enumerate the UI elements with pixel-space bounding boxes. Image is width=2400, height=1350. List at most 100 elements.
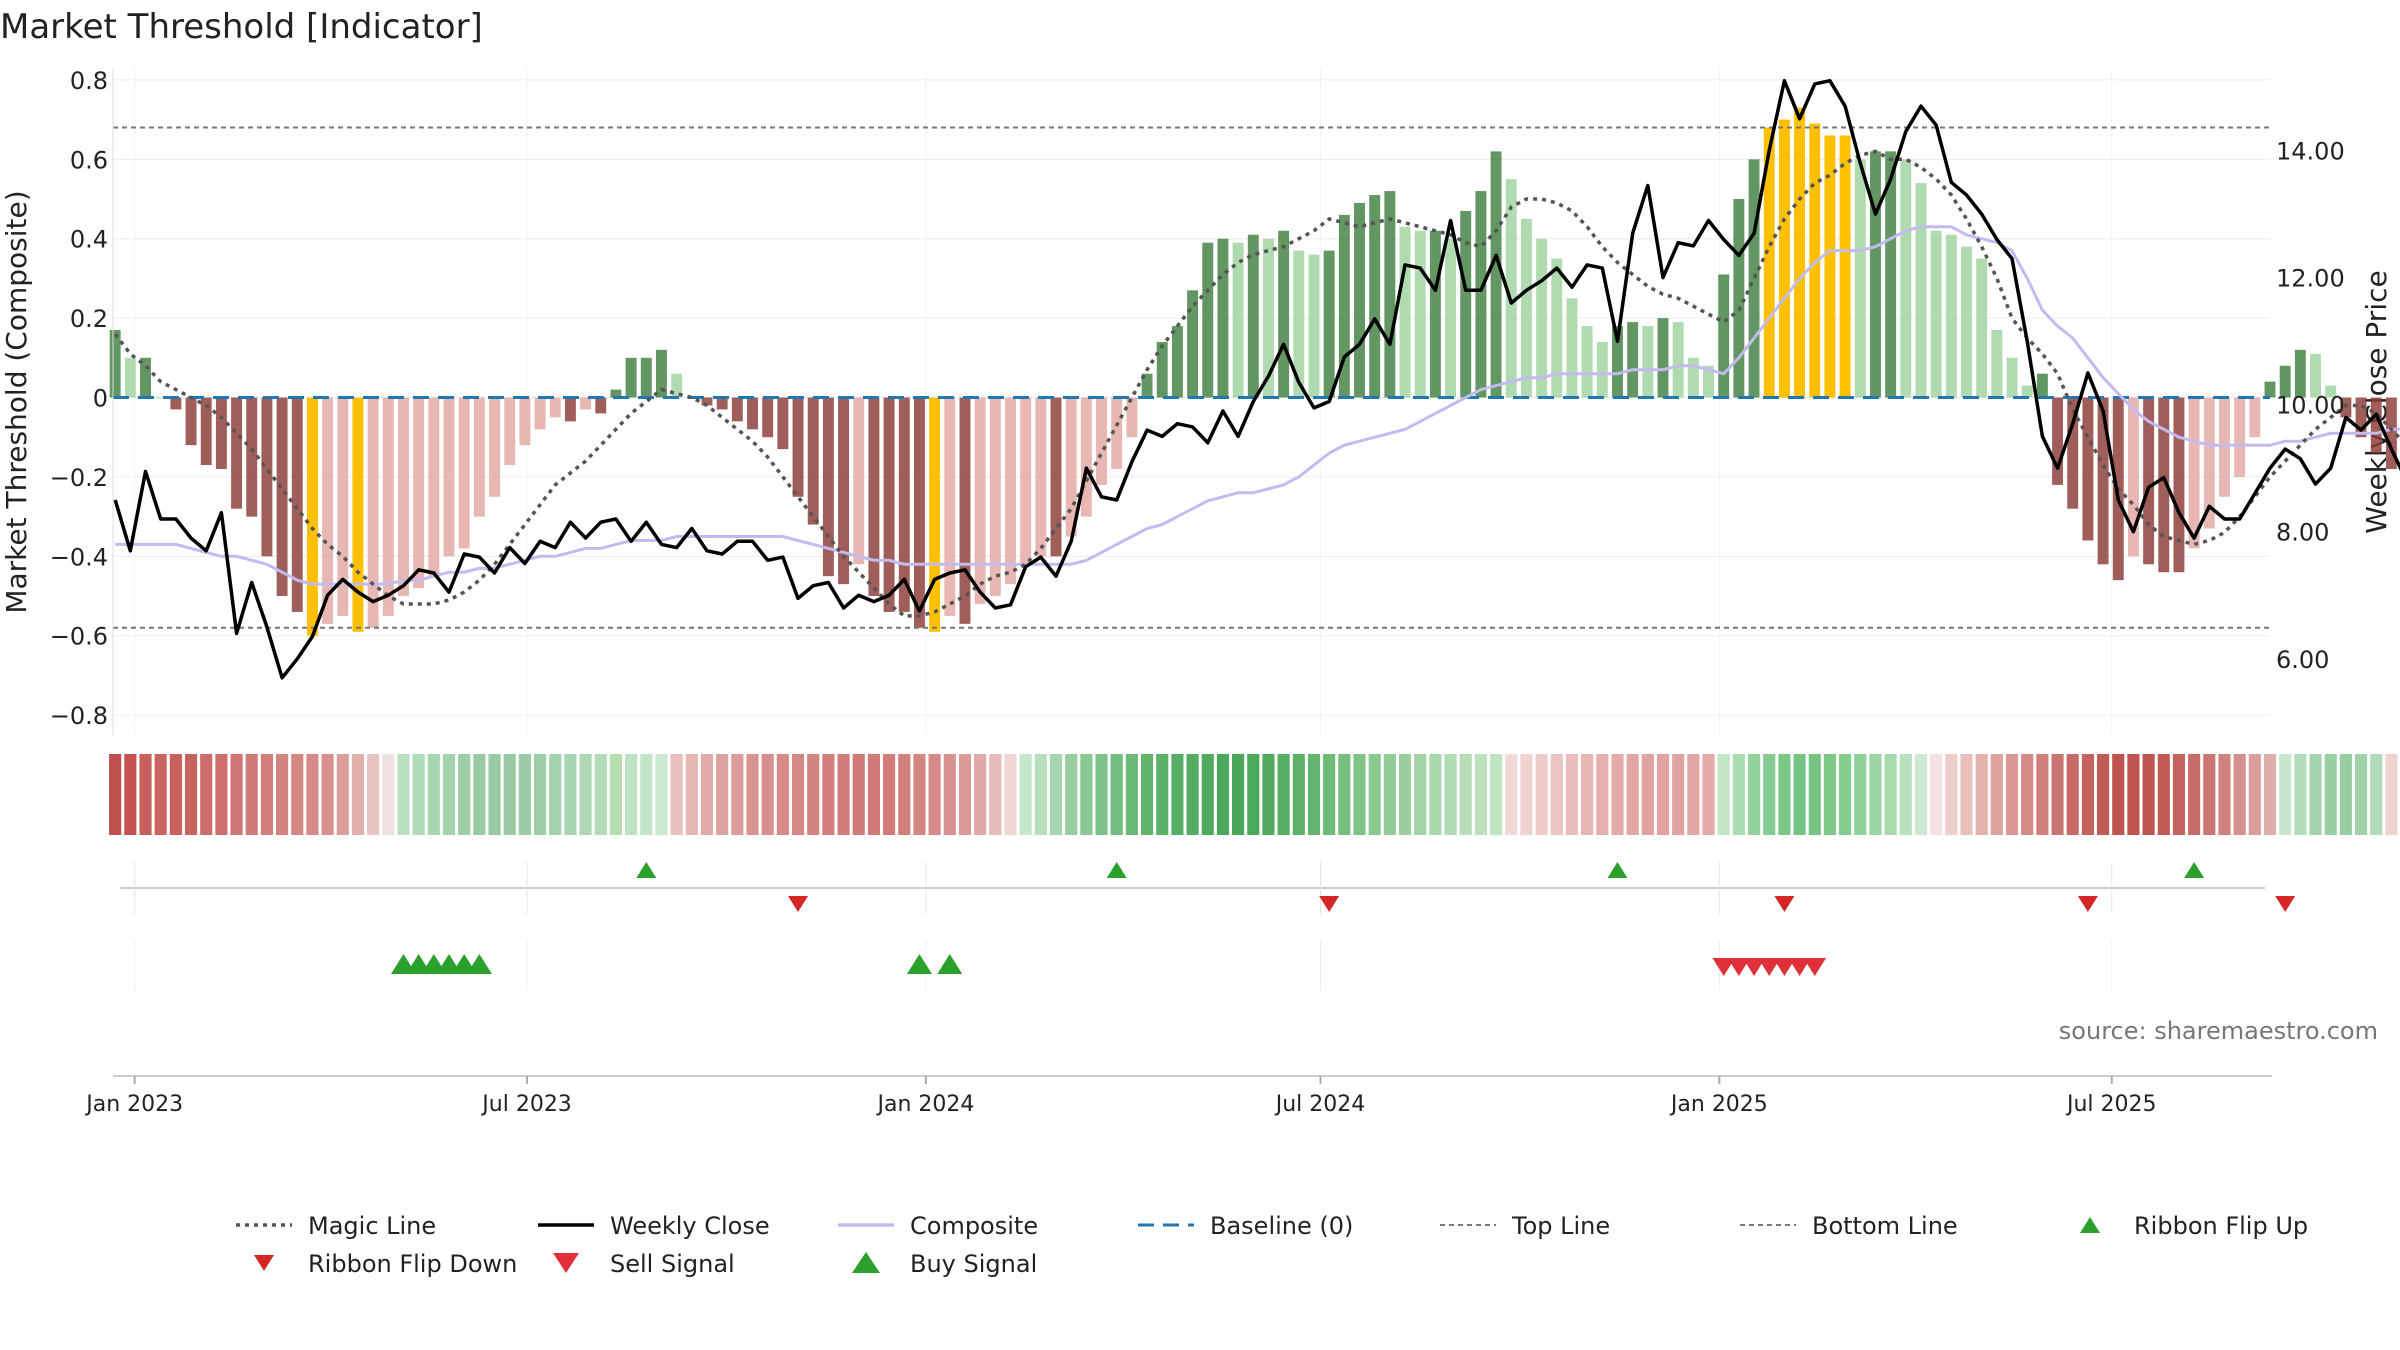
ribbon-cell: [230, 754, 243, 835]
ribbon-cell: [442, 754, 456, 835]
x-tick-label: Jan 2024: [875, 1092, 974, 1117]
ribbon-cell: [2218, 754, 2231, 835]
composite-bar: [246, 397, 258, 517]
legend-label: Composite: [910, 1212, 1038, 1240]
ribbon-cell: [564, 754, 577, 835]
legend-label: Buy Signal: [910, 1250, 1037, 1278]
composite-bar: [1247, 234, 1259, 398]
ribbon-cell: [867, 754, 880, 835]
weekly-close-line: [113, 78, 2400, 680]
ribbon-flip-down-marker: [2077, 896, 2098, 912]
ribbon-cell: [1808, 754, 1821, 835]
legend-label: Ribbon Flip Down: [308, 1250, 517, 1278]
ribbon-cell: [1307, 754, 1321, 835]
composite-bar: [929, 397, 941, 632]
composite-bar: [1703, 365, 1714, 398]
composite-bar: [519, 397, 531, 446]
composite-bar: [1035, 397, 1047, 557]
legend-item: Magic Line: [236, 1212, 436, 1240]
x-tick-label: Jan 2023: [84, 1092, 183, 1117]
ribbon-cell: [2112, 754, 2125, 835]
composite-bar: [1991, 330, 2003, 398]
ribbon-cell: [139, 754, 152, 835]
ribbon-cell: [2233, 754, 2246, 835]
ribbon-cell: [2172, 754, 2186, 835]
composite-bar: [549, 397, 561, 418]
composite-bar: [1005, 397, 1016, 585]
ribbon-flip-up-marker: [2184, 862, 2205, 878]
ribbon-cell: [883, 754, 896, 835]
ribbon-cell: [1687, 754, 1700, 835]
ribbon-cell: [1490, 754, 1503, 835]
ribbon-cell: [549, 754, 562, 835]
ribbon-cell: [898, 754, 911, 835]
ribbon-cell: [533, 754, 547, 835]
ribbon-cell: [625, 754, 638, 835]
x-tick-label: Jul 2025: [2065, 1092, 2157, 1117]
legend-item: Buy Signal: [852, 1250, 1037, 1278]
y-left-tick-label: 0.4: [70, 226, 108, 254]
composite-bar: [1869, 151, 1881, 398]
ribbon-cell: [1292, 754, 1305, 835]
ribbon-cell: [761, 754, 774, 835]
ribbon-cell: [2309, 754, 2322, 835]
composite-bar: [913, 397, 925, 628]
sell-signal-marker: [1757, 958, 1781, 976]
ribbon-cell: [458, 754, 471, 835]
ribbon-cell: [1171, 754, 1184, 835]
composite-bar: [1126, 397, 1138, 438]
composite-bar: [109, 330, 121, 398]
ribbon-cell: [1505, 754, 1518, 835]
composite-bar: [1612, 326, 1623, 398]
y-right-tick-label: 10.00: [2276, 392, 2345, 420]
composite-bar: [2052, 397, 2064, 485]
ribbon-cell: [109, 754, 122, 835]
ribbon-cell: [1353, 754, 1366, 835]
ribbon-cell: [1930, 754, 1943, 835]
ribbon-cell: [2081, 754, 2094, 835]
ribbon-cell: [2279, 754, 2292, 835]
ribbon-cell: [351, 754, 365, 835]
composite-bar: [1156, 341, 1168, 398]
composite-bar: [1718, 274, 1730, 398]
composite-bar: [2082, 397, 2094, 541]
axes: 0.8 0.6 0.4 0.2 0 −0.2 −0.4 −0.6 −0.8 14.00 12.00 1…: [50, 67, 2345, 735]
ribbon-cell: [1049, 754, 1063, 835]
legend-item: Ribbon Flip Down: [254, 1250, 517, 1278]
composite-bar: [1794, 107, 1806, 398]
ribbon-cell: [2005, 754, 2019, 835]
ribbon-cell: [958, 754, 972, 835]
buy-signal-marker: [937, 954, 963, 974]
composite-bar: [1399, 226, 1411, 398]
composite-bar: [1460, 210, 1472, 398]
composite-bar: [1915, 183, 1927, 398]
composite-bar: [1445, 238, 1457, 398]
ribbon-cell: [943, 754, 956, 835]
ribbon-flip-up-marker: [1607, 862, 1628, 878]
ribbon-cell: [306, 754, 319, 835]
composite-bar: [1050, 397, 1062, 557]
composite-bar: [2279, 365, 2291, 398]
composite-bar: [473, 397, 485, 517]
composite-bar: [1338, 214, 1350, 398]
ribbon-cell: [245, 754, 258, 835]
ribbon-cell: [1444, 754, 1457, 835]
ribbon-cell: [1216, 754, 1230, 835]
composite-bar: [1475, 191, 1487, 398]
ribbon-cell: [382, 754, 395, 835]
ribbon-cell: [1429, 754, 1442, 835]
composite-bar: [1839, 135, 1851, 398]
composite-bar: [124, 357, 136, 398]
ribbon-cell: [215, 754, 228, 835]
sell-signal-marker: [1788, 958, 1811, 976]
composite-bar: [853, 397, 865, 565]
ribbon-cell: [852, 754, 865, 835]
ribbon-cell: [2127, 754, 2140, 835]
composite-bar: [2325, 385, 2337, 398]
composite-bar: [777, 397, 789, 450]
composite-bar: [428, 397, 440, 577]
ribbon-cell: [1201, 754, 1214, 835]
composite-bar: [807, 397, 819, 525]
ribbon-cell: [2324, 754, 2337, 835]
composite-bar: [1369, 195, 1381, 398]
